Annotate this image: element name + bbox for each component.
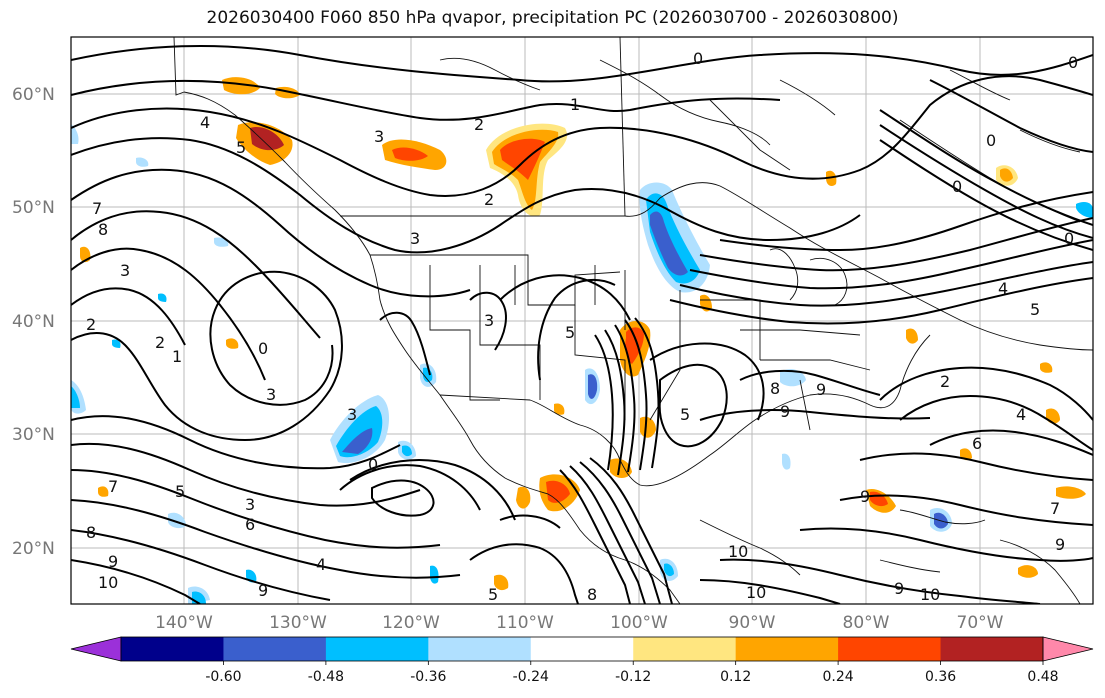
contour-label: 10 — [746, 583, 766, 602]
contour-label: 5 — [488, 585, 498, 604]
colorbar-segment — [428, 637, 532, 661]
contour-label: 0 — [986, 131, 996, 150]
colorbar-segment — [633, 637, 737, 661]
contour-label: 9 — [816, 380, 826, 399]
contour-label: 6 — [972, 434, 982, 453]
contour-label: 5 — [1030, 300, 1040, 319]
contour-labels: 0 1 2 2 3 4 5 7 8 3 2 2 1 0 3 3 3 3 5 0 … — [86, 49, 1078, 604]
contour-label: 8 — [98, 220, 108, 239]
contour-label: 0 — [1064, 229, 1074, 248]
contour-label: 3 — [484, 311, 494, 330]
map-title: 2026030400 F060 850 hPa qvapor, precipit… — [206, 8, 899, 28]
contour-label: 3 — [374, 127, 384, 146]
contour-label: 0 — [693, 49, 703, 68]
contour-label: 2 — [940, 372, 950, 391]
contour-label: 5 — [175, 482, 185, 501]
lon-label: 80°W — [843, 613, 890, 633]
contour-label: 2 — [484, 190, 494, 209]
contour-label: 4 — [316, 555, 326, 574]
contour-label: 9 — [894, 579, 904, 598]
contour-label: 3 — [266, 385, 276, 404]
lat-label: 50°N — [12, 198, 55, 218]
contour-label: 7 — [108, 477, 118, 496]
colorbar-segment — [735, 637, 839, 661]
longitude-labels: 140°W 130°W 120°W 110°W 100°W 90°W 80°W … — [155, 613, 1004, 633]
contour-label: 8 — [86, 523, 96, 542]
lon-label: 120°W — [382, 613, 440, 633]
colorbar-tick-label: -0.60 — [205, 669, 241, 685]
contour-label: 2 — [86, 315, 96, 334]
contour-label: 2 — [474, 115, 484, 134]
contour-label: 9 — [258, 581, 268, 600]
colorbar-extend-high — [1042, 636, 1094, 662]
contour-label: 6 — [245, 515, 255, 534]
colorbar-tick-label: 0.36 — [925, 669, 956, 685]
contour-label: 9 — [780, 402, 790, 421]
colorbar-tick-label: -0.48 — [308, 669, 344, 685]
contour-label: 5 — [565, 323, 575, 342]
lat-label: 60°N — [12, 85, 55, 105]
contour-label: 0 — [258, 339, 268, 358]
colorbar-segment — [223, 637, 327, 661]
colorbar-tick-label: -0.24 — [513, 669, 549, 685]
lon-label: 90°W — [729, 613, 776, 633]
colorbar-extend-low — [70, 636, 122, 662]
contour-label: 1 — [172, 347, 182, 366]
contour-label: 9 — [860, 487, 870, 506]
lon-label: 100°W — [610, 613, 668, 633]
colorbar: -0.60 -0.48 -0.36 -0.24 -0.12 0.12 0.24 0.36 0.4… — [70, 636, 1094, 685]
lon-label: 140°W — [155, 613, 213, 633]
colorbar-tick-label: 0.24 — [823, 669, 854, 685]
map-content: 0 1 2 2 3 4 5 7 8 3 2 2 1 0 3 3 3 3 5 0 … — [71, 37, 1093, 604]
contour-label: 9 — [1055, 535, 1065, 554]
contour-label: 7 — [92, 199, 102, 218]
contour-label: 3 — [120, 261, 130, 280]
lon-label: 70°W — [957, 613, 1004, 633]
lat-label: 20°N — [12, 539, 55, 559]
precip-negative-shading — [71, 124, 1093, 604]
contour-label: 5 — [680, 405, 690, 424]
colorbar-segment — [940, 637, 1044, 661]
qvapor-contours — [71, 44, 1093, 604]
contour-label: 10 — [98, 573, 118, 592]
colorbar-segment — [325, 637, 429, 661]
lon-label: 110°W — [496, 613, 554, 633]
contour-label: 10 — [920, 585, 940, 604]
colorbar-tick-label: -0.36 — [410, 669, 446, 685]
contour-label: 4 — [1016, 405, 1026, 424]
contour-label: 4 — [200, 113, 210, 132]
colorbar-tick-label: 0.48 — [1027, 669, 1058, 685]
lat-label: 30°N — [12, 425, 55, 445]
contour-label: 3 — [245, 495, 255, 514]
contour-label: 5 — [236, 138, 246, 157]
contour-label: 8 — [587, 585, 597, 604]
colorbar-segment — [530, 637, 634, 661]
latitude-labels: 60°N 50°N 40°N 30°N 20°N — [12, 85, 55, 559]
contour-label: 8 — [770, 379, 780, 398]
contour-label: 3 — [347, 405, 357, 424]
contour-label: 9 — [108, 552, 118, 571]
contour-label: 1 — [570, 95, 580, 114]
contour-label: 3 — [410, 229, 420, 248]
colorbar-segment — [121, 637, 224, 661]
colorbar-outline — [120, 636, 1044, 662]
contour-label: 2 — [155, 333, 165, 352]
contour-label: 0 — [368, 455, 378, 474]
colorbar-tick-label: 0.12 — [720, 669, 751, 685]
lon-label: 130°W — [269, 613, 327, 633]
contour-label: 0 — [1068, 53, 1078, 72]
contour-label: 0 — [952, 177, 962, 196]
contour-label: 7 — [1050, 499, 1060, 518]
contour-label: 10 — [728, 542, 748, 561]
colorbar-tick-label: -0.12 — [615, 669, 651, 685]
lat-label: 40°N — [12, 312, 55, 332]
contour-label: 4 — [998, 279, 1008, 298]
map-frame — [70, 36, 1094, 605]
colorbar-segment — [838, 637, 942, 661]
